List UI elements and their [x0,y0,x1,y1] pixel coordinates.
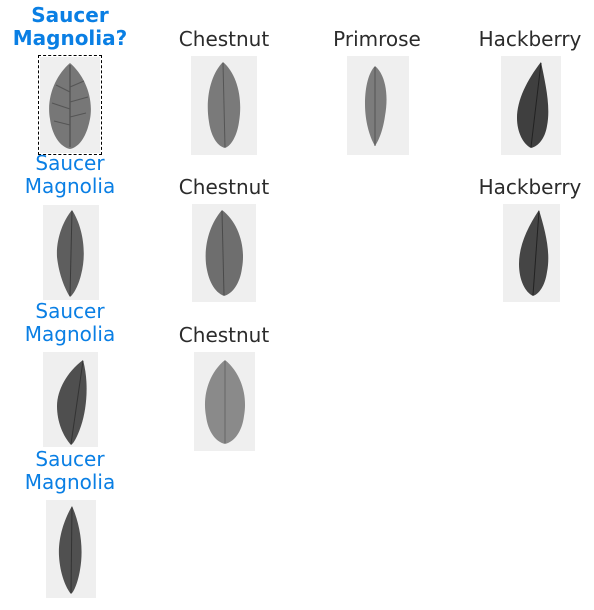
result-label: Primrose [333,27,421,51]
query-selection-box [38,55,102,155]
leaf-image [192,204,256,302]
result-label: Chestnut [178,27,270,51]
result-label: Saucer Magnolia [24,299,116,346]
query-leaf-image [40,57,100,153]
query-leaf-label: Saucer Magnolia? [12,3,128,50]
result-card-chestnut-1[interactable]: Chestnut [154,28,294,158]
leaf-image [191,56,257,155]
result-label: Hackberry [478,27,582,51]
result-card-primrose-1[interactable]: Primrose [307,28,447,158]
result-label: Chestnut [178,175,270,199]
result-label: Saucer Magnolia [24,151,116,198]
result-card-hackberry-1[interactable]: Hackberry [460,28,594,158]
result-card-chestnut-2[interactable]: Chestnut [154,176,294,306]
leaf-image [43,352,98,447]
result-card-chestnut-3[interactable]: Chestnut [154,324,294,454]
result-card-saucer-magnolia-3[interactable]: Saucer Magnolia [0,448,140,600]
leaf-image [503,204,560,302]
leaf-image [46,500,96,598]
leaf-image [43,205,99,300]
result-label: Saucer Magnolia [24,447,116,494]
result-label: Hackberry [478,175,582,199]
leaf-image [347,56,409,155]
leaf-image [194,352,255,451]
query-leaf-card[interactable]: Saucer Magnolia? [0,0,140,160]
leaf-image [501,56,561,155]
result-card-saucer-magnolia-2[interactable]: Saucer Magnolia [0,300,140,450]
result-card-hackberry-2[interactable]: Hackberry [460,176,594,306]
result-card-saucer-magnolia-1[interactable]: Saucer Magnolia [0,152,140,302]
result-label: Chestnut [178,323,270,347]
